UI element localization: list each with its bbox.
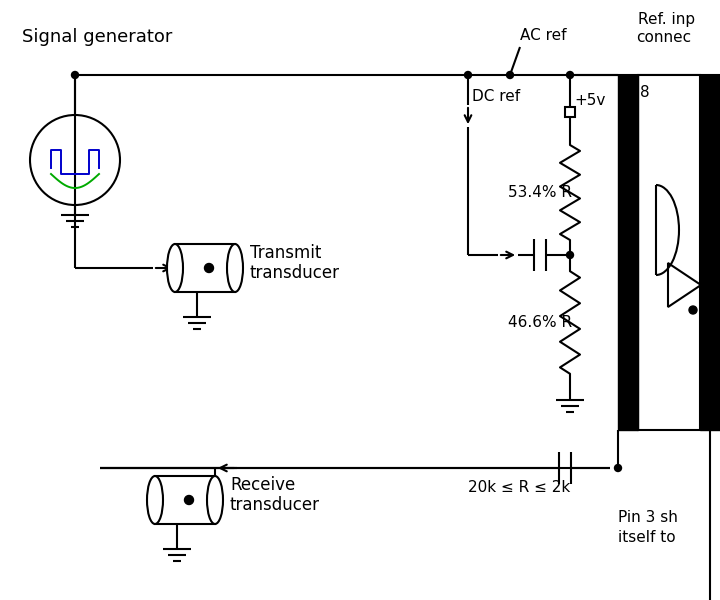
- Ellipse shape: [167, 244, 183, 292]
- Text: itself to: itself to: [618, 530, 675, 545]
- Text: Pin 3 sh: Pin 3 sh: [618, 510, 678, 525]
- Bar: [638, 75, 700, 430]
- Text: 20k ≤ R ≤ 2k: 20k ≤ R ≤ 2k: [468, 480, 570, 495]
- Text: 8: 8: [640, 85, 649, 100]
- Ellipse shape: [207, 476, 223, 524]
- Text: connec: connec: [636, 30, 691, 45]
- Circle shape: [506, 71, 513, 79]
- Text: AC ref: AC ref: [520, 28, 567, 43]
- Bar: [175, 244, 235, 292]
- Circle shape: [204, 263, 214, 272]
- Text: +5v: +5v: [574, 93, 606, 108]
- Text: DC ref: DC ref: [472, 89, 520, 104]
- Circle shape: [689, 306, 697, 314]
- Circle shape: [464, 71, 472, 79]
- Bar: [618, 75, 638, 430]
- Bar: [700, 75, 720, 430]
- Text: Transmit
transducer: Transmit transducer: [250, 244, 340, 283]
- Ellipse shape: [147, 476, 163, 524]
- Text: Signal generator: Signal generator: [22, 28, 172, 46]
- Bar: [155, 476, 215, 524]
- Circle shape: [567, 251, 574, 259]
- Text: 46.6% R: 46.6% R: [508, 315, 572, 330]
- Text: Ref. inp: Ref. inp: [638, 12, 695, 27]
- Circle shape: [567, 71, 574, 79]
- Text: 53.4% R: 53.4% R: [508, 185, 572, 200]
- Ellipse shape: [227, 244, 243, 292]
- Circle shape: [71, 71, 78, 79]
- Bar: [565, 107, 575, 117]
- Text: Receive
transducer: Receive transducer: [230, 476, 320, 514]
- Circle shape: [184, 496, 194, 505]
- Circle shape: [614, 464, 621, 472]
